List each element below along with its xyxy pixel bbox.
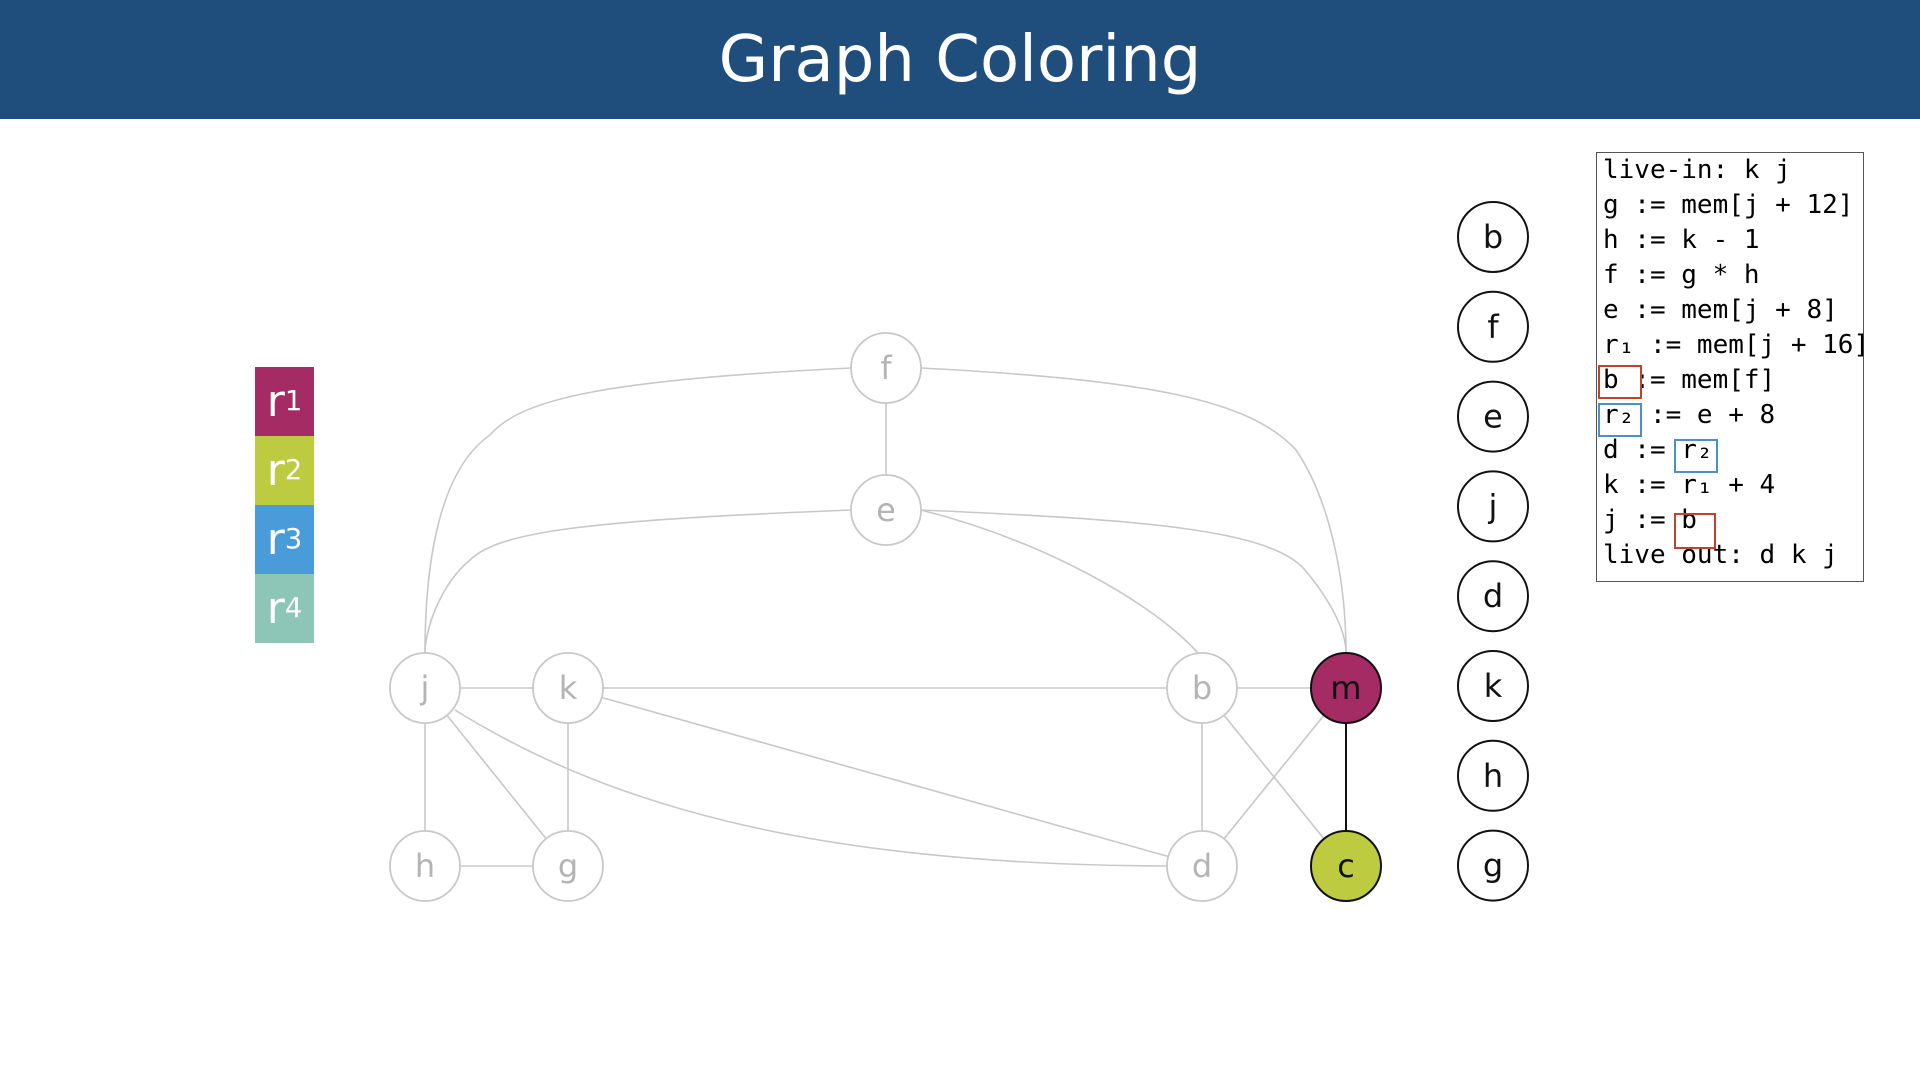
highlight-r2-def	[1598, 403, 1642, 437]
node-j: j	[389, 652, 461, 724]
stack-node-circle	[1457, 380, 1529, 453]
edge-j-d	[454, 709, 1168, 867]
node-circle	[1166, 652, 1238, 724]
code-line: f := g * h	[1603, 260, 1760, 290]
node-e: e	[850, 474, 922, 546]
stack-node-label: h	[1483, 757, 1503, 795]
node-label: b	[1192, 669, 1212, 707]
node-k: k	[532, 652, 604, 724]
node-label: g	[558, 847, 578, 885]
node-g: g	[532, 830, 604, 902]
stack-node-d: d	[1457, 560, 1529, 633]
code-line: j := b	[1603, 505, 1697, 535]
stack-node-label: e	[1483, 398, 1503, 436]
edge-k-d	[601, 696, 1169, 858]
stack-node-circle	[1457, 201, 1529, 273]
stack-node-label: j	[1488, 487, 1498, 525]
edge-j-g	[446, 714, 547, 840]
stack-node-f: f	[1457, 290, 1529, 363]
node-circle	[1310, 652, 1382, 724]
edge-f-m	[920, 367, 1347, 654]
node-label: f	[880, 349, 892, 387]
edge-e-m	[920, 509, 1347, 654]
node-label: j	[420, 669, 430, 707]
node-c: c	[1310, 830, 1382, 902]
node-f: f	[850, 332, 922, 404]
stack-node-circle	[1457, 470, 1529, 543]
node-circle	[1166, 830, 1238, 902]
code-line: g := mem[j + 12]	[1603, 190, 1854, 220]
stack-node-k: k	[1457, 650, 1529, 722]
graph-nodes: f e j k b m h g d c	[389, 332, 1382, 902]
stack-node-circle	[1457, 650, 1529, 722]
node-circle	[850, 332, 922, 404]
highlight-b-use	[1674, 513, 1716, 549]
stack-node-h: h	[1457, 739, 1529, 812]
node-label: m	[1330, 669, 1361, 707]
node-circle	[389, 830, 461, 902]
edge-f-j	[424, 367, 852, 654]
stack-node-circle	[1457, 829, 1529, 902]
highlight-b-def	[1598, 365, 1642, 399]
page-title: Graph Coloring	[718, 22, 1202, 97]
stack-node-circle	[1457, 739, 1529, 812]
node-label: e	[876, 491, 896, 529]
node-b: b	[1166, 652, 1238, 724]
code-line: e := mem[j + 8]	[1603, 295, 1838, 325]
edge-e-b	[920, 509, 1199, 654]
stack-node-j: j	[1457, 470, 1529, 543]
node-circle	[1310, 830, 1382, 902]
node-label: k	[559, 669, 578, 707]
stack-node-label: f	[1487, 308, 1499, 346]
node-label: h	[415, 847, 435, 885]
code-line: live out: d k j	[1603, 540, 1838, 570]
stack-node-e: e	[1457, 380, 1529, 453]
stack-node-circle	[1457, 290, 1529, 363]
stack-node-label: b	[1483, 218, 1503, 256]
node-circle	[532, 830, 604, 902]
node-d: d	[1166, 830, 1238, 902]
stack-node-label: g	[1483, 847, 1503, 885]
stack-node-g: g	[1457, 829, 1529, 902]
stack-node-circle	[1457, 560, 1529, 633]
node-h: h	[389, 830, 461, 902]
node-circle	[532, 652, 604, 724]
node-circle	[389, 652, 461, 724]
node-label: c	[1337, 847, 1355, 885]
node-m: m	[1310, 652, 1382, 724]
code-panel: live-in: k j g := mem[j + 12] h := k - 1…	[1596, 152, 1869, 582]
node-label: d	[1192, 847, 1212, 885]
graph-edges	[424, 367, 1347, 867]
node-circle	[850, 474, 922, 546]
code-line: b := mem[f]	[1603, 365, 1776, 395]
stack-node-b: b	[1457, 201, 1529, 273]
stack-node-label: d	[1483, 577, 1503, 615]
code-line: k := r₁ + 4	[1603, 470, 1776, 500]
node-stack: b f e j d k h g	[1457, 201, 1529, 902]
code-line: h := k - 1	[1603, 225, 1760, 255]
edge-m-d	[1223, 714, 1325, 840]
code-line: r₂ := e + 8	[1603, 400, 1776, 430]
code-line: r₁ := mem[j + 16]	[1603, 330, 1870, 360]
code-line: live-in: k j	[1603, 155, 1791, 185]
stack-node-label: k	[1484, 667, 1503, 705]
title-bar: Graph Coloring	[0, 0, 1920, 119]
highlight-r2-use	[1674, 439, 1718, 473]
edge-e-j	[424, 509, 852, 654]
